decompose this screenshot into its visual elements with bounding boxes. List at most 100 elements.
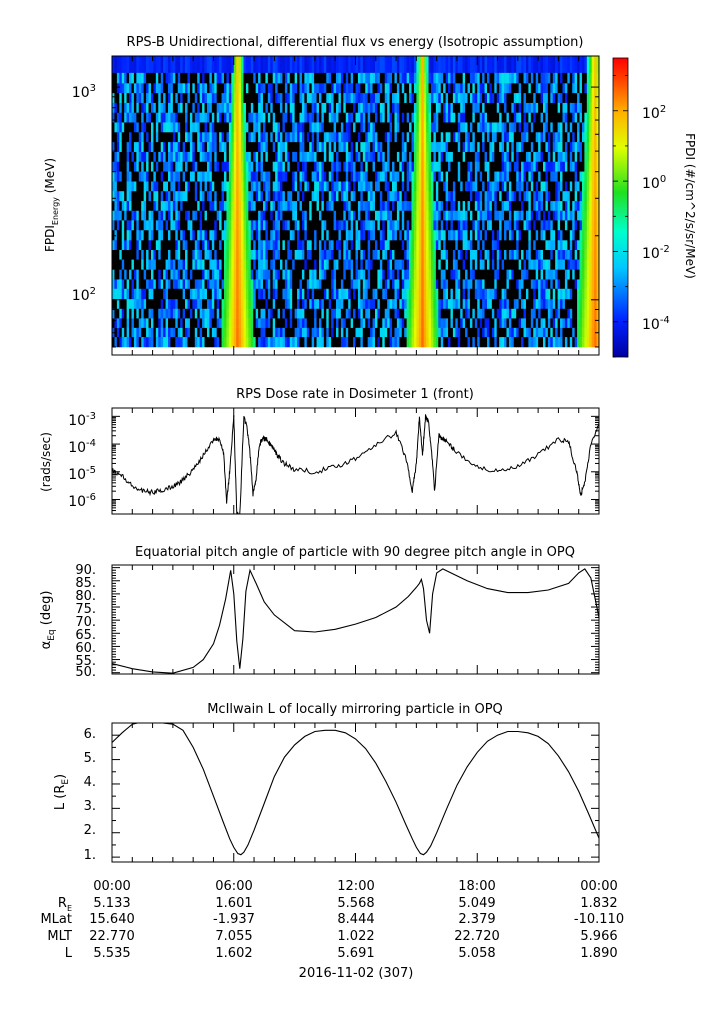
- spectrogram-cell: [133, 269, 137, 280]
- spectrogram-cell: [143, 171, 147, 182]
- spectrogram-cell: [389, 259, 393, 270]
- spectrogram-cell: [202, 279, 205, 289]
- spectrogram-cell: [172, 102, 176, 113]
- spectrogram-cell: [250, 161, 254, 172]
- spectrogram-cell: [316, 240, 320, 250]
- spectrogram-cell: [501, 229, 505, 241]
- spectrogram-cell: [404, 102, 408, 113]
- spectrogram-cell: [126, 279, 130, 289]
- spectrogram-cell: [387, 171, 390, 182]
- spectrogram-cell: [430, 336, 434, 348]
- spectrogram-cell: [435, 92, 439, 103]
- spectrogram-cell: [262, 56, 266, 73]
- spectrogram-cell: [433, 269, 437, 280]
- spectrogram-cell: [469, 92, 473, 103]
- spectrogram-cell: [318, 112, 322, 123]
- spectrogram-cell: [277, 112, 281, 123]
- spectrogram-cell: [121, 181, 125, 192]
- spectrogram-cell: [362, 327, 366, 338]
- spectrogram-cell: [119, 181, 123, 192]
- spectrogram-cell: [477, 229, 481, 241]
- spectrogram-cell: [267, 240, 271, 250]
- spectrogram-cell: [374, 161, 378, 172]
- spectrogram-cell: [314, 102, 317, 113]
- spectrogram-cell: [448, 112, 451, 123]
- spectrogram-cell: [331, 279, 334, 289]
- spectrogram-cell: [114, 220, 118, 231]
- spectrogram-cell: [467, 181, 471, 192]
- spectrogram-cell: [484, 249, 488, 260]
- spectrogram-cell: [404, 240, 408, 250]
- spectrogram-cell: [455, 259, 459, 270]
- spectrogram-cell: [294, 327, 298, 338]
- spectrogram-cell: [374, 200, 378, 211]
- spectrogram-cell: [499, 190, 502, 202]
- spectrogram-cell: [423, 249, 427, 260]
- spectrogram-cell: [206, 249, 210, 260]
- spectrogram-cell: [511, 279, 515, 289]
- spectrogram-cell: [150, 190, 154, 202]
- spectrogram-cell: [435, 161, 439, 172]
- spectrogram-cell: [467, 190, 471, 202]
- spectrogram-cell: [343, 83, 347, 94]
- spectrogram-cell: [357, 298, 361, 309]
- spectrogram-cell: [158, 308, 162, 319]
- spectrogram-cell: [523, 259, 527, 270]
- spectrogram-cell: [331, 141, 334, 152]
- spectrogram-cell: [511, 161, 515, 172]
- spectrogram-cell: [221, 161, 225, 172]
- spectrogram-cell: [323, 72, 327, 84]
- spectrogram-cell: [180, 112, 184, 123]
- spectrogram-cell: [484, 161, 488, 172]
- spectrogram-cell: [148, 259, 152, 270]
- spectrogram-cell: [153, 308, 157, 319]
- spectrogram-cell: [474, 92, 478, 103]
- spectrogram-cell: [282, 122, 286, 133]
- spectrogram-cell: [384, 308, 388, 319]
- spectrogram-cell: [245, 141, 249, 152]
- spectrogram-cell: [355, 181, 359, 192]
- spectrogram-cell: [245, 131, 249, 143]
- spectrogram-cell: [523, 151, 527, 162]
- spectrogram-cell: [114, 318, 118, 328]
- spectrogram-cell: [236, 83, 240, 94]
- spectrogram-cell: [321, 72, 325, 84]
- spectrogram-cell: [289, 72, 293, 84]
- spectrogram-cell: [413, 141, 417, 152]
- spectrogram-cell: [260, 288, 264, 300]
- spectrogram-cell: [394, 56, 398, 73]
- spectrogram-cell: [474, 240, 478, 250]
- spectrogram-cell: [455, 181, 459, 192]
- spectrogram-cell: [504, 151, 507, 162]
- spectrogram-cell: [513, 220, 517, 231]
- spectrogram-cell: [314, 190, 317, 202]
- spectrogram-cell: [406, 269, 410, 280]
- spectrogram-cell: [129, 122, 132, 133]
- spectrogram-cell: [504, 190, 507, 202]
- spectrogram-cell: [433, 141, 437, 152]
- spectrogram-cell: [418, 200, 422, 211]
- spectrogram-cell: [131, 200, 135, 211]
- spectrogram-cell: [270, 72, 274, 84]
- spectrogram-cell: [243, 269, 247, 280]
- spectrogram-cell: [292, 200, 296, 211]
- spectrogram-cell: [321, 288, 325, 300]
- spectrogram-cell: [245, 327, 249, 338]
- spectrogram-cell: [445, 181, 449, 192]
- spectrogram-cell: [382, 190, 386, 202]
- spectrogram-cell: [243, 112, 247, 123]
- spectrogram-cell: [528, 249, 532, 260]
- spectrogram-cell: [345, 240, 349, 250]
- spectrogram-cell: [150, 171, 154, 182]
- spectrogram-cell: [209, 102, 213, 113]
- spectrogram-cell: [479, 151, 483, 162]
- spectrogram-cell: [209, 327, 213, 338]
- spectrogram-cell: [114, 72, 118, 84]
- spectrogram-cell: [311, 83, 315, 94]
- spectrogram-cell: [411, 279, 415, 289]
- spectrogram-cell: [516, 336, 520, 348]
- spectrogram-cell: [231, 131, 235, 143]
- spectrogram-cell: [496, 161, 500, 172]
- spectrogram-cell: [501, 72, 505, 84]
